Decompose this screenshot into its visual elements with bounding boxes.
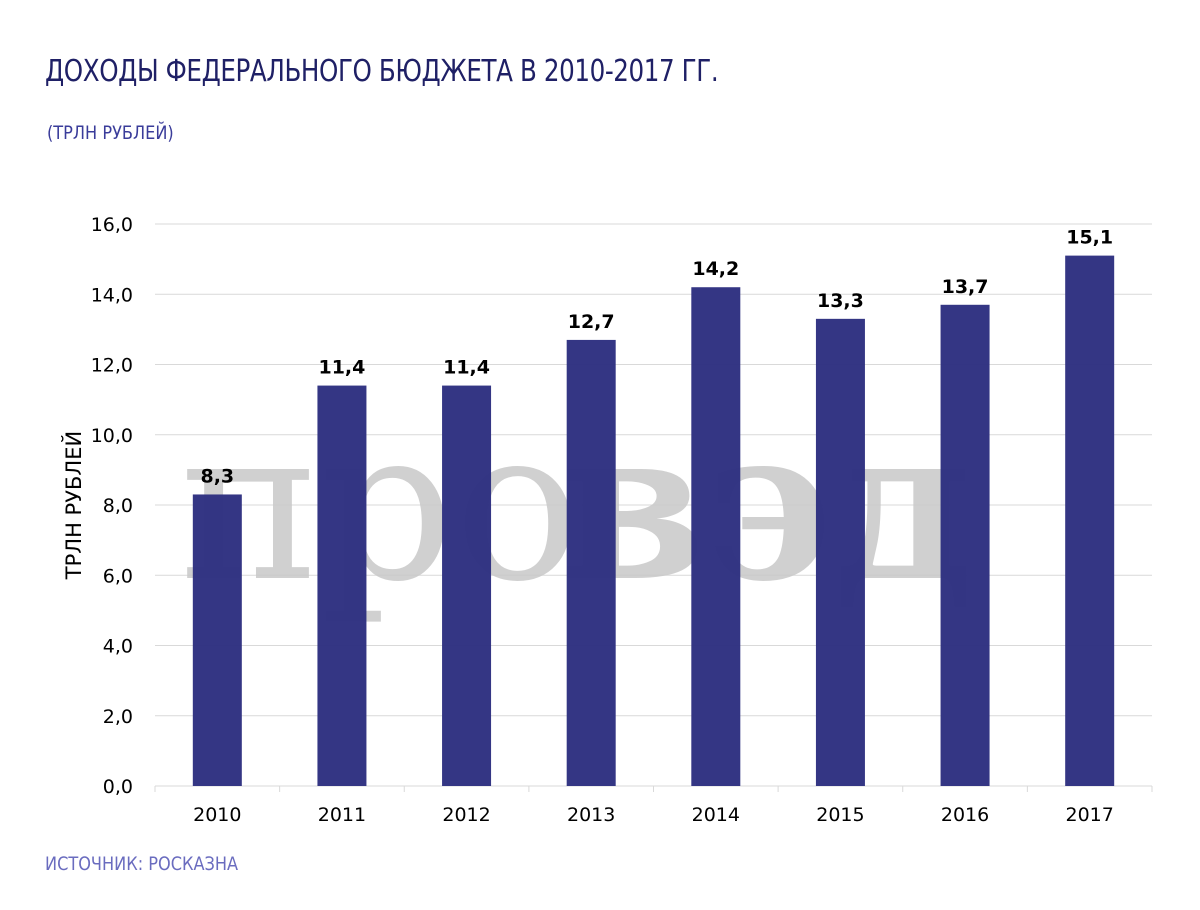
value-label: 13,3 [817, 290, 864, 312]
bar-2014 [691, 287, 741, 786]
bar-2012 [442, 385, 492, 786]
x-tick-label: 2015 [816, 804, 864, 826]
value-label: 14,2 [692, 258, 739, 280]
bar-2011 [317, 385, 367, 786]
y-tick-label: 14,0 [91, 284, 133, 306]
y-tick-label: 6,0 [103, 565, 133, 587]
watermark-logo: про вэд [180, 381, 974, 628]
y-axis-title: ТРЛН РУБЛЕЙ [61, 431, 86, 580]
x-tick-label: 2017 [1066, 804, 1114, 826]
value-labels: 8,3 11,4 11,4 12,7 14,2 13,3 13,7 15,1 [200, 227, 1113, 488]
y-tick-label: 2,0 [103, 706, 133, 728]
x-tick-label: 2016 [941, 804, 989, 826]
y-tick-label: 4,0 [103, 636, 133, 658]
bar-2015 [815, 318, 865, 786]
bar-2013 [566, 339, 616, 786]
value-label: 11,4 [443, 357, 490, 379]
watermark-text-dark: вэд [560, 381, 974, 628]
y-tick-labels: 0,0 2,0 4,0 6,0 8,0 10,0 12,0 14,0 16,0 [91, 214, 133, 798]
x-tick-label: 2010 [193, 804, 241, 826]
value-label: 13,7 [942, 276, 989, 298]
x-tick-labels: 2010 2011 2012 2013 2014 2015 2016 2017 [193, 804, 1114, 826]
x-tick-label: 2014 [692, 804, 740, 826]
value-label: 11,4 [318, 357, 365, 379]
page-subtitle: (ТРЛН РУБЛЕЙ) [47, 122, 174, 144]
watermark-text-light: про [180, 383, 581, 628]
x-tick-label: 2011 [318, 804, 366, 826]
x-tick-label: 2012 [442, 804, 490, 826]
y-tick-label: 8,0 [103, 495, 133, 517]
source-note: ИСТОЧНИК: РОСКАЗНА [45, 853, 239, 875]
x-tick-label: 2013 [567, 804, 615, 826]
bar-2016 [940, 304, 990, 786]
value-label: 12,7 [568, 311, 615, 333]
value-label: 15,1 [1066, 227, 1113, 249]
bar-2017 [1065, 255, 1115, 787]
y-tick-label: 0,0 [103, 776, 133, 798]
y-tick-label: 10,0 [91, 425, 133, 447]
y-tick-label: 16,0 [91, 214, 133, 236]
bar-2010 [192, 494, 242, 786]
value-label: 8,3 [200, 465, 234, 487]
bars [192, 255, 1115, 787]
page-title: ДОХОДЫ ФЕДЕРАЛЬНОГО БЮДЖЕТА В 2010-2017 … [45, 54, 719, 89]
y-tick-label: 12,0 [91, 355, 133, 377]
